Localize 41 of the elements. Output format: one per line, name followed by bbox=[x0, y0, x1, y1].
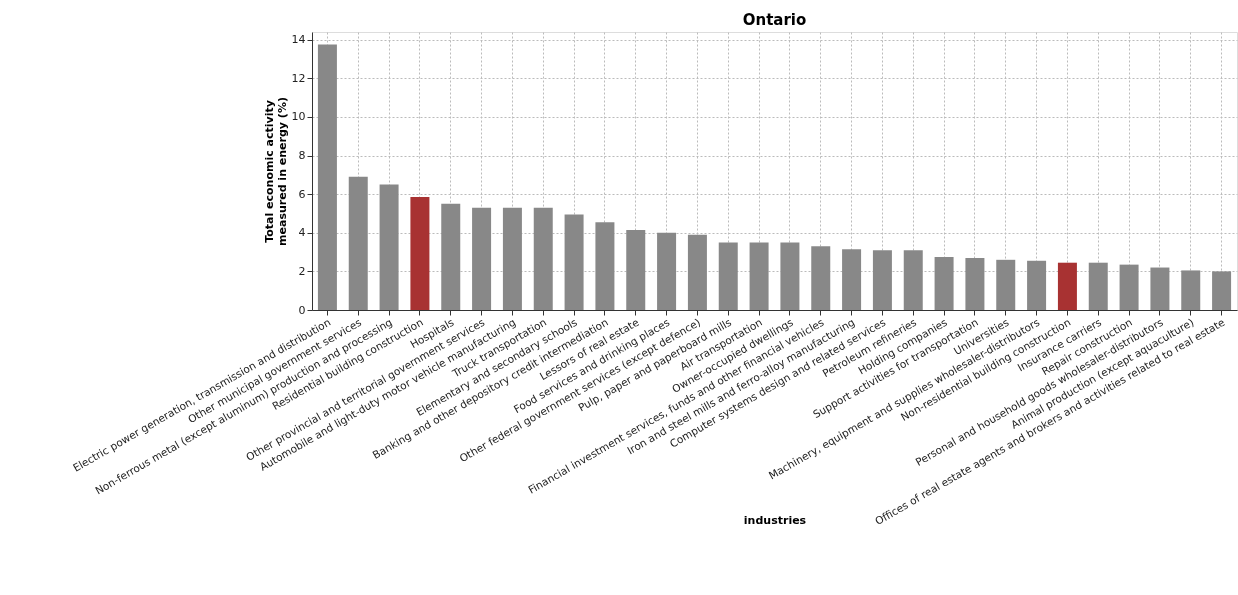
bar bbox=[1057, 262, 1077, 310]
y-tick-label: 14 bbox=[291, 33, 306, 47]
bar bbox=[965, 257, 985, 310]
chart-title: Ontario bbox=[742, 11, 807, 29]
bar bbox=[657, 232, 677, 310]
y-tick-label: 6 bbox=[298, 187, 306, 201]
bar bbox=[811, 246, 831, 310]
bar bbox=[564, 214, 584, 310]
bar bbox=[934, 256, 954, 310]
y-tick-label: 2 bbox=[298, 264, 306, 278]
bar bbox=[1088, 262, 1108, 310]
bar bbox=[533, 207, 553, 310]
y-axis-title: Total economic activity measured in energy (%) bbox=[262, 97, 289, 246]
bar bbox=[1150, 267, 1170, 310]
bar bbox=[996, 259, 1016, 310]
bar bbox=[472, 207, 492, 310]
bar bbox=[348, 176, 368, 310]
y-tick-label: 4 bbox=[298, 226, 306, 240]
bar bbox=[780, 242, 800, 310]
bar bbox=[1027, 260, 1047, 310]
bar bbox=[687, 234, 707, 310]
bar bbox=[718, 242, 738, 310]
bar bbox=[842, 249, 862, 310]
x-axis-title: industries bbox=[743, 513, 807, 527]
bar bbox=[749, 242, 769, 310]
bar bbox=[595, 222, 615, 310]
bar bbox=[1119, 264, 1139, 310]
y-tick-label: 12 bbox=[291, 71, 306, 85]
bar bbox=[903, 250, 923, 310]
bar bbox=[379, 184, 399, 310]
bar bbox=[502, 207, 522, 310]
bar bbox=[441, 203, 461, 310]
bar bbox=[317, 44, 337, 310]
y-tick-label: 10 bbox=[291, 110, 306, 124]
bar bbox=[626, 229, 646, 310]
bar bbox=[1212, 271, 1232, 310]
y-tick-label: 0 bbox=[298, 303, 306, 317]
bar bbox=[872, 250, 892, 310]
y-tick-label: 8 bbox=[298, 149, 306, 163]
bar bbox=[410, 197, 430, 310]
bar bbox=[1181, 270, 1201, 310]
